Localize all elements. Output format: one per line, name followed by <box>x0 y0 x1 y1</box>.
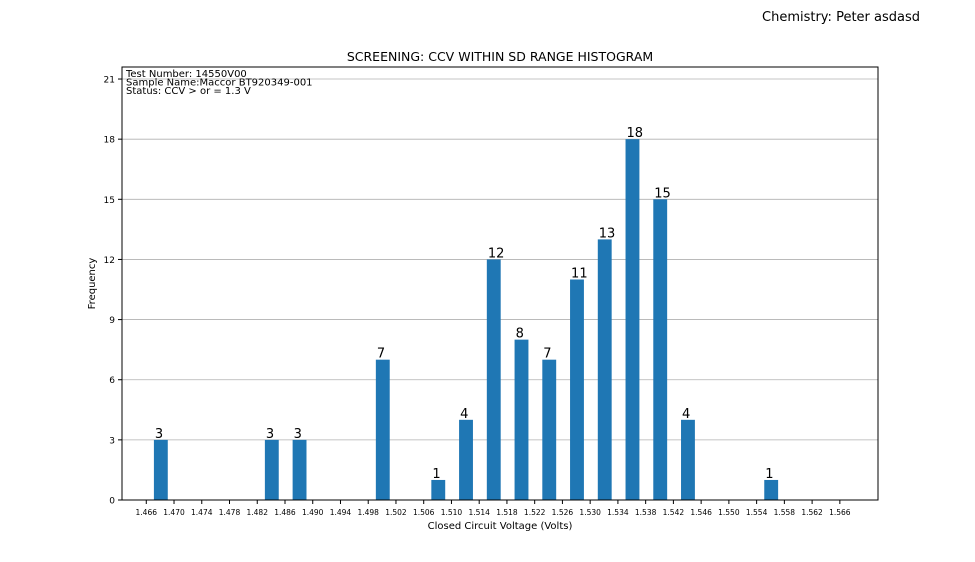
x-tick-label: 1.542 <box>663 508 685 517</box>
x-tick-label: 1.494 <box>330 508 352 517</box>
y-axis-ticks: 0 3 6 9 12 15 18 21 <box>104 76 122 507</box>
x-tick-label: 1.514 <box>468 508 490 517</box>
bar-value-label: 18 <box>627 126 644 141</box>
chart-title: SCREENING: CCV WITHIN SD RANGE HISTOGRAM <box>347 49 653 64</box>
histogram-bar <box>486 259 501 500</box>
bar-value-label: 13 <box>599 226 616 241</box>
histogram-bar <box>681 419 695 500</box>
bar-value-label: 4 <box>460 407 468 422</box>
x-tick-label: 1.526 <box>552 508 574 517</box>
bar-value-labels: 3 3 3 7 1 4 12 8 7 11 13 18 15 4 1 <box>155 126 774 482</box>
x-tick-label: 1.534 <box>607 508 629 517</box>
bar-value-label: 7 <box>543 347 551 362</box>
bar-value-label: 4 <box>682 407 690 422</box>
bar-value-label: 11 <box>571 266 588 281</box>
x-tick-label: 1.522 <box>524 508 546 517</box>
y-tick-label: 3 <box>109 436 115 446</box>
x-tick-label: 1.490 <box>302 508 324 517</box>
x-tick-label: 1.566 <box>829 508 851 517</box>
y-tick-label: 18 <box>104 136 116 146</box>
x-tick-label: 1.478 <box>219 508 241 517</box>
x-tick-label: 1.554 <box>746 508 768 517</box>
histogram-bar <box>264 439 279 500</box>
bar-value-label: 1 <box>765 467 773 482</box>
bar-value-label: 3 <box>155 427 163 442</box>
x-tick-label: 1.562 <box>801 508 823 517</box>
x-tick-label: 1.558 <box>774 508 796 517</box>
y-tick-label: 15 <box>104 196 115 206</box>
info-annotation: Sample Name:Maccor BT920349-001 <box>126 78 313 89</box>
y-axis-label: Frequency <box>87 258 98 310</box>
bar-value-label: 7 <box>377 347 385 362</box>
y-tick-label: 6 <box>109 376 115 386</box>
x-tick-label: 1.498 <box>357 508 379 517</box>
histogram-bar <box>153 439 168 500</box>
y-tick-label: 21 <box>104 76 115 86</box>
histogram-bar <box>542 359 557 500</box>
x-axis-label: Closed Circuit Voltage (Volts) <box>428 521 573 532</box>
bar-value-label: 15 <box>654 186 671 201</box>
bars <box>153 139 779 501</box>
histogram-bar <box>431 479 446 500</box>
x-axis-ticks: 1.466 1.470 1.474 1.478 1.482 1.486 1.490 1.494… <box>136 500 851 517</box>
x-tick-label: 1.470 <box>163 508 185 517</box>
x-tick-label: 1.530 <box>579 508 601 517</box>
histogram-bar <box>570 279 584 500</box>
histogram-bar <box>597 239 612 501</box>
y-tick-label: 0 <box>109 497 115 507</box>
chemistry-label: Chemistry: Peter asdasd <box>762 10 920 25</box>
histogram-bar <box>653 199 668 501</box>
histogram-bar <box>292 439 307 500</box>
x-tick-label: 1.518 <box>496 508 518 517</box>
bar-value-label: 12 <box>488 246 505 261</box>
x-tick-label: 1.482 <box>247 508 269 517</box>
x-tick-label: 1.510 <box>441 508 463 517</box>
histogram-bar <box>375 359 390 500</box>
x-tick-label: 1.546 <box>690 508 712 517</box>
x-tick-label: 1.502 <box>385 508 407 517</box>
info-annotation: Status: CCV > or = 1.3 V <box>126 86 251 97</box>
info-annotation: Test Number: 14550V00 <box>125 69 247 80</box>
histogram-bar <box>764 479 779 500</box>
bar-value-label: 3 <box>266 427 274 442</box>
x-tick-label: 1.466 <box>136 508 158 517</box>
x-tick-label: 1.486 <box>274 508 296 517</box>
histogram-bar <box>514 339 529 500</box>
histogram-bar <box>459 419 473 500</box>
histogram-bar <box>625 139 640 500</box>
y-tick-label: 12 <box>104 256 115 266</box>
bar-value-label: 1 <box>432 467 440 482</box>
y-tick-label: 9 <box>109 316 115 326</box>
bar-value-label: 8 <box>516 327 524 342</box>
x-tick-label: 1.538 <box>635 508 657 517</box>
x-tick-label: 1.506 <box>413 508 435 517</box>
x-tick-label: 1.474 <box>191 508 213 517</box>
bar-value-label: 3 <box>294 427 302 442</box>
plot-frame <box>121 66 879 501</box>
x-tick-label: 1.550 <box>718 508 740 517</box>
